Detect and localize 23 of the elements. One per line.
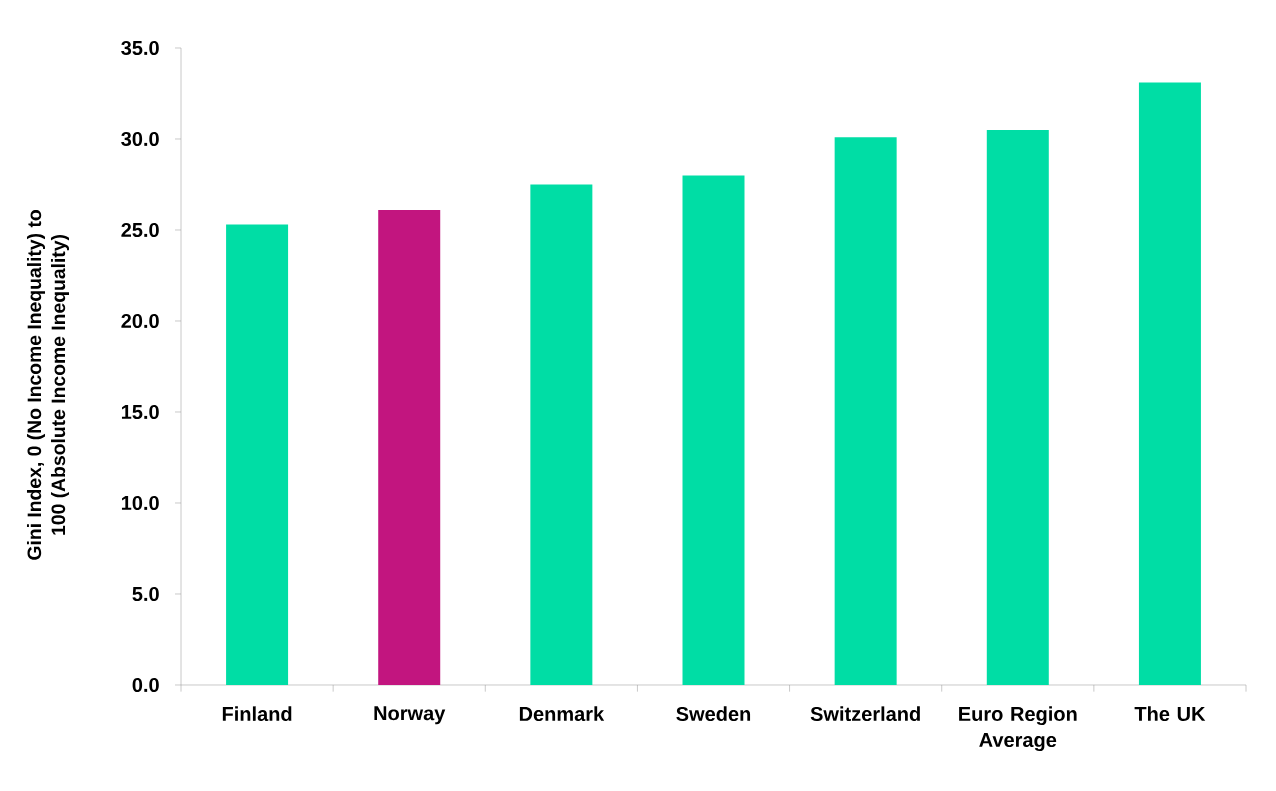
- x-tick-label: Euro Region Average: [959, 706, 1077, 752]
- y-tick-label: 5.0: [132, 586, 159, 602]
- bar: [682, 175, 745, 685]
- x-tick-label: Finland: [222, 706, 292, 722]
- bar: [986, 129, 1049, 685]
- x-tick-label: Norway: [374, 706, 446, 725]
- y-tick-label: 20.0: [121, 313, 159, 329]
- y-tick-label: 25.0: [121, 222, 159, 238]
- y-tick-label: 10.0: [121, 495, 159, 511]
- bar: [834, 137, 897, 685]
- y-tick-label: 0.0: [132, 677, 159, 693]
- x-tick-label: Sweden: [676, 706, 751, 722]
- x-tick-label: The UK: [1134, 706, 1206, 722]
- bar: [530, 184, 593, 685]
- x-tick-label: Switzerland: [810, 706, 920, 722]
- bar: [1138, 82, 1201, 685]
- y-tick-label: 15.0: [121, 404, 159, 420]
- x-tick-label: Denmark: [519, 706, 605, 722]
- y-tick-label: 35.0: [121, 40, 159, 56]
- y-axis-title: Gini Index, 0 (No Income Inequality) to 100 (Absolute Income Inequality): [26, 210, 70, 560]
- y-tick-label: 30.0: [121, 131, 159, 147]
- bar: [378, 209, 441, 685]
- bar: [226, 224, 289, 685]
